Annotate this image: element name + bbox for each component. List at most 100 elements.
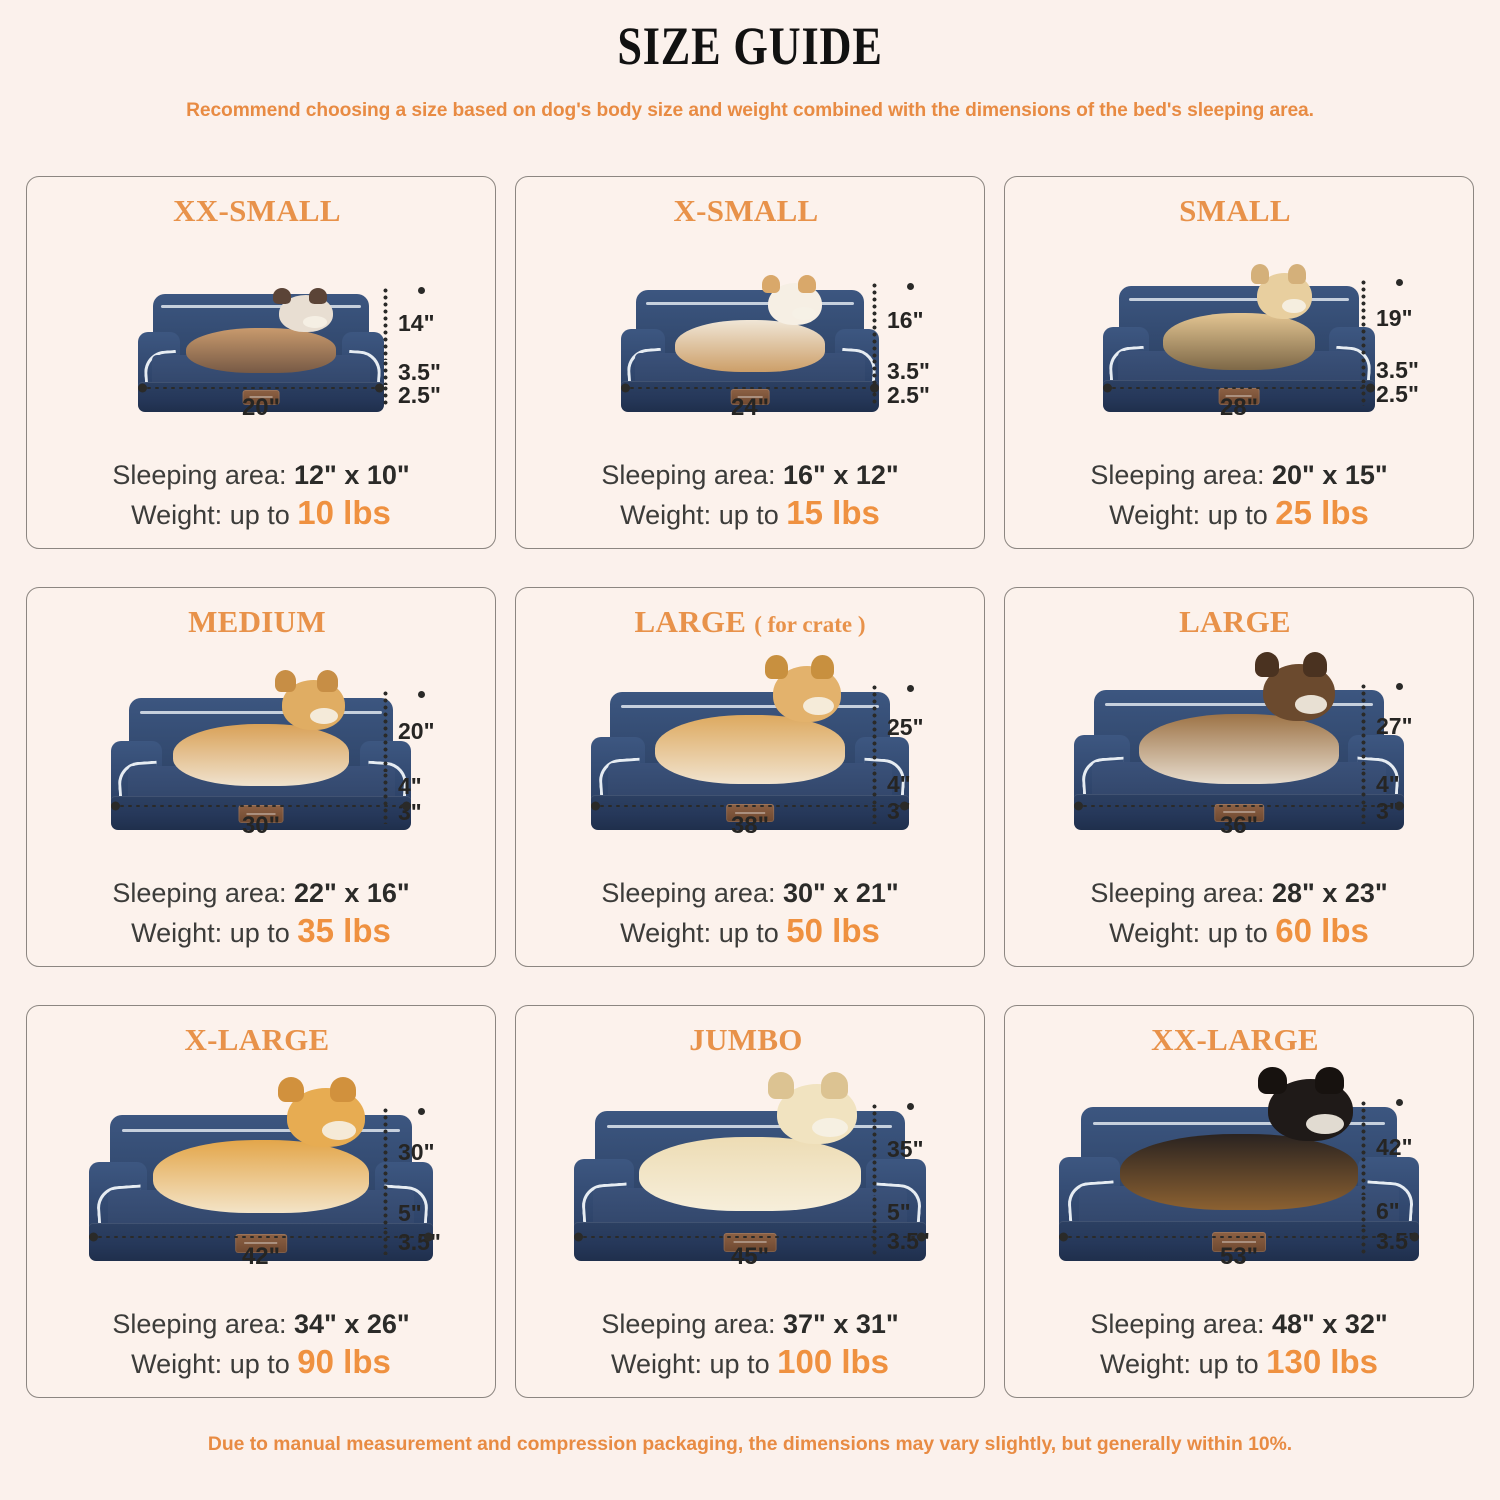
- dimension-row-bolster-height: 5": [864, 1196, 968, 1229]
- size-name-suffix: [326, 612, 334, 637]
- dotted-line-icon: [1353, 770, 1373, 800]
- weight-value: 35 lbs: [297, 912, 391, 950]
- weight-label: Weight:: [620, 918, 712, 949]
- dimension-value-base-height: 3.5": [398, 1228, 441, 1255]
- bed-illustration: 19" 3.5" 2.5" 28": [1015, 229, 1463, 458]
- sleeping-area-line: Sleeping area: 34" x 26": [41, 1307, 481, 1341]
- sleeping-area-line: Sleeping area: 20" x 15": [1019, 458, 1459, 492]
- dog-bed-graphic: [1103, 263, 1375, 413]
- size-card-title: MEDIUM: [27, 604, 495, 640]
- dotted-line-icon: [628, 386, 872, 391]
- brand-leather-tag-icon: [726, 804, 774, 823]
- width-dimension-rail: [591, 801, 909, 811]
- pet-muzzle: [303, 315, 327, 328]
- pet-muzzle: [792, 306, 816, 321]
- size-card-title: LARGE ( for crate ): [516, 604, 984, 640]
- width-dimension: 28": [1037, 383, 1441, 422]
- size-name-suffix: [803, 1030, 811, 1055]
- pet-muzzle: [1295, 695, 1327, 714]
- dimension-value-base-height: 2.5": [398, 382, 441, 409]
- weight-line: Weight: up to 60 lbs: [1019, 910, 1459, 952]
- height-dimensions: 42" 6" 3.5": [1353, 1100, 1457, 1256]
- sleeping-area-label: Sleeping area:: [601, 460, 776, 491]
- dimension-row-bolster-height: 6": [1353, 1195, 1457, 1228]
- width-dimension-rail: [1059, 1232, 1419, 1242]
- pet-ear-right: [810, 654, 834, 680]
- pet-body: [153, 1140, 369, 1214]
- size-card-title: XX-SMALL: [27, 193, 495, 229]
- height-dimensions: 35" 5" 3.5": [864, 1103, 968, 1256]
- pet-photo-golden-retriever: [153, 1076, 369, 1214]
- bed-illustration: 16" 3.5" 2.5" 24": [526, 229, 974, 458]
- dotted-line-icon: [145, 386, 377, 391]
- dimension-value-width: 36": [1219, 812, 1259, 840]
- weight-line: Weight: up to 10 lbs: [41, 492, 481, 534]
- dimension-value-width: 20": [241, 394, 281, 422]
- dimension-row-base-height: 3.5": [1353, 1227, 1457, 1256]
- dimension-value-width: 28": [1219, 394, 1259, 422]
- dog-bed-image: [89, 1076, 433, 1262]
- pet-ear-right: [821, 1072, 848, 1099]
- bed-illustration: 42" 6" 3.5" 53": [1015, 1058, 1463, 1307]
- dimension-value-back-height: 27": [1376, 713, 1413, 740]
- size-card-specs: Sleeping area: 16" x 12" Weight: up to 1…: [516, 458, 984, 548]
- size-name: LARGE: [634, 604, 747, 639]
- pet-ear-left: [1258, 1066, 1287, 1094]
- dimension-endpoint-dot: [418, 287, 425, 295]
- dimension-endpoint-dot: [907, 1103, 914, 1111]
- width-dimension: 36": [1037, 801, 1441, 840]
- dimension-endpoint-dot: [111, 801, 120, 811]
- dimension-value-width: 30": [241, 812, 281, 840]
- dimension-value-bolster-height: 6": [1376, 1197, 1400, 1224]
- weight-up-to: up to: [1198, 1349, 1259, 1380]
- dimension-row-back-height: 42": [1353, 1100, 1457, 1196]
- size-card: JUMBO: [515, 1005, 985, 1398]
- pet-ear-left: [273, 287, 291, 304]
- pet-muzzle: [1281, 298, 1306, 314]
- dotted-line-icon: [375, 772, 395, 801]
- dimension-endpoint-dot: [1366, 383, 1375, 393]
- size-card: XX-LARGE: [1004, 1005, 1474, 1398]
- width-dimension-rail: [1103, 383, 1375, 393]
- size-card-specs: Sleeping area: 30" x 21" Weight: up to 5…: [516, 876, 984, 966]
- dimension-endpoint-dot: [907, 685, 914, 693]
- size-card-specs: Sleeping area: 48" x 32" Weight: up to 1…: [1005, 1307, 1473, 1397]
- weight-line: Weight: up to 35 lbs: [41, 910, 481, 952]
- pet-body: [639, 1137, 861, 1212]
- dimension-value-back-height: 25": [887, 713, 924, 740]
- weight-value: 50 lbs: [786, 912, 880, 950]
- dotted-line-icon: [864, 684, 884, 771]
- dimension-value-back-height: 42": [1376, 1134, 1413, 1161]
- sleeping-area-label: Sleeping area:: [1090, 1309, 1265, 1340]
- pet-ear-right: [1315, 1066, 1344, 1094]
- dotted-line-icon: [118, 804, 404, 809]
- sleeping-area-value: 20" x 15": [1271, 460, 1388, 491]
- footer-disclaimer: Due to manual measurement and compressio…: [207, 1433, 1293, 1455]
- dimension-endpoint-dot: [870, 383, 879, 393]
- height-dimension-rail: [1396, 279, 1405, 406]
- height-dimension-rail: [1396, 1099, 1405, 1255]
- weight-line: Weight: up to 90 lbs: [41, 1341, 481, 1383]
- pet-ear-left: [767, 1072, 795, 1099]
- pet-body: [1163, 313, 1315, 371]
- dimension-endpoint-dot: [917, 1232, 926, 1242]
- dimension-endpoint-dot: [418, 691, 425, 699]
- pet-ear-left: [1255, 652, 1279, 678]
- weight-up-to: up to: [1207, 500, 1268, 531]
- brand-leather-tag-icon: [238, 805, 284, 823]
- pet-body: [1120, 1133, 1358, 1211]
- size-card-specs: Sleeping area: 12" x 10" Weight: up to 1…: [27, 458, 495, 548]
- bed-illustration: 25" 4" 3" 38": [526, 640, 974, 876]
- page-subtitle: Recommend choosing a size based on dog's…: [186, 98, 1314, 121]
- dimension-row-back-height: 35": [864, 1103, 968, 1197]
- width-dimension: 24": [548, 383, 952, 422]
- pet-photo-corgi: [173, 670, 349, 787]
- dotted-line-icon: [375, 287, 395, 361]
- weight-label: Weight:: [131, 1349, 223, 1380]
- weight-value: 130 lbs: [1266, 1343, 1379, 1381]
- pet-ear-right: [317, 670, 339, 693]
- dimension-endpoint-dot: [89, 1232, 98, 1242]
- brand-leather-tag-icon: [730, 389, 770, 406]
- weight-label: Weight:: [131, 918, 223, 949]
